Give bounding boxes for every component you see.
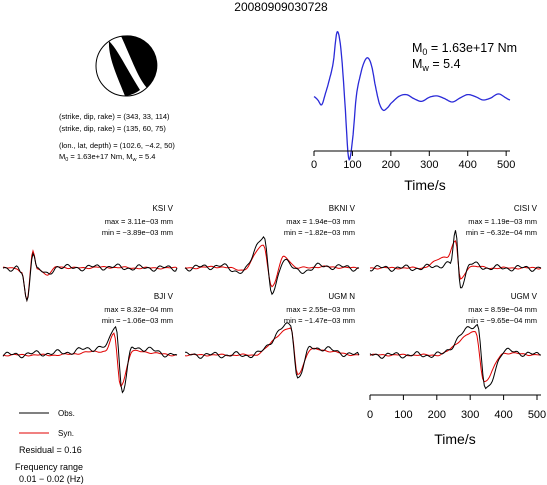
synthetic-trace [184, 244, 360, 288]
station-max-amplitude: max = 8.32e−04 mm [104, 305, 173, 314]
beachball-compressional-quadrant [121, 35, 158, 88]
station-name: CISI V [514, 204, 538, 213]
synthetic-trace [2, 249, 178, 303]
station-name: UGM V [511, 292, 538, 301]
station-min-amplitude: min = −1.47e−03 mm [284, 316, 355, 325]
synthetic-trace [184, 327, 360, 375]
station-max-amplitude: max = 8.59e−04 mm [468, 305, 537, 314]
waveform-panel: KSI V max = 3.11e−03 mm min = −3.89e−03 mm [2, 204, 178, 303]
traces-x-tick-label: 300 [461, 409, 479, 421]
mechanism-location: (lon., lat, depth) = (102.6, −4.2, 50) [59, 141, 175, 150]
station-min-amplitude: min = −6.32e−04 mm [466, 228, 537, 237]
frequency-range-value: 0.01 − 0.02 (Hz) [19, 474, 84, 484]
stf-x-axis-label: Time/s [404, 177, 445, 193]
mechanism-plane-2: (strike, dip, rake) = (135, 60, 75) [59, 124, 166, 133]
station-max-amplitude: max = 1.94e−03 mm [286, 217, 355, 226]
event-title: 20080909030728 [234, 0, 328, 14]
frequency-range-label: Frequency range [15, 462, 83, 472]
traces-x-tick-label: 0 [367, 409, 373, 421]
synthetic-trace [369, 330, 542, 383]
waveform-panel: UGM V max = 8.59e−04 mm min = −9.65e−04 mm [369, 292, 542, 390]
stf-x-tick-label: 300 [420, 159, 438, 171]
traces-x-tick-label: 500 [528, 409, 546, 421]
synthetic-trace [2, 332, 178, 387]
observed-trace [369, 230, 542, 289]
station-name: UGM N [328, 292, 355, 301]
station-min-amplitude: min = −1.82e−03 mm [284, 228, 355, 237]
observed-trace [184, 236, 360, 296]
legend-obs-label: Obs. [58, 409, 75, 418]
waveform-panel: BKNI V max = 1.94e−03 mm min = −1.82e−03 m… [184, 204, 360, 296]
station-name: BKNI V [329, 204, 356, 213]
traces-x-tick-label: 100 [394, 409, 412, 421]
waveform-panels: KSI V max = 3.11e−03 mm min = −3.89e−03 mm… [2, 204, 542, 394]
stf-x-tick-label: 100 [343, 159, 361, 171]
residual-label: Residual = 0.16 [19, 445, 82, 455]
stf-x-tick-label: 0 [311, 159, 317, 171]
stf-x-tick-label: 200 [382, 159, 400, 171]
legend-syn-label: Syn. [58, 429, 74, 438]
traces-x-ticks: 0 100 200 300 400 500 [367, 395, 546, 421]
traces-time-axis: 0 100 200 300 400 500 Time/s [367, 394, 546, 447]
station-name: BJI V [154, 292, 174, 301]
waveform-panel: UGM N max = 2.55e−03 mm min = −1.47e−03 mm [184, 292, 360, 379]
beachball-nodal-fill [108, 41, 140, 96]
traces-x-tick-label: 200 [428, 409, 446, 421]
mechanism-moment: M0 = 1.63e+17 Nm, Mw = 5.4 [59, 152, 155, 163]
station-min-amplitude: min = −1.06e−03 mm [102, 316, 173, 325]
observed-trace [185, 322, 360, 379]
mechanism-plane-1: (strike, dip, rake) = (343, 33, 114) [59, 112, 170, 121]
station-max-amplitude: max = 2.55e−03 mm [286, 305, 355, 314]
stf-x-tick-label: 500 [497, 159, 515, 171]
stf-plot: 0 100 200 300 400 500 Time/s M0 = 1.63e+17 Nm… [311, 30, 517, 193]
station-min-amplitude: min = −9.65e−04 mm [466, 316, 537, 325]
traces-x-axis-label: Time/s [434, 431, 475, 447]
observed-trace [2, 252, 178, 303]
mechanism-info: (strike, dip, rake) = (343, 33, 114) (st… [59, 112, 175, 163]
legend: Obs. Syn. [19, 409, 75, 438]
observed-trace [2, 325, 178, 394]
station-max-amplitude: max = 1.19e−03 mm [468, 217, 537, 226]
station-min-amplitude: min = −3.89e−03 mm [102, 228, 173, 237]
synthetic-trace [369, 240, 542, 280]
stf-x-tick-label: 400 [459, 159, 477, 171]
stf-magnitude-label: Mw = 5.4 [412, 57, 461, 73]
observed-trace [369, 323, 542, 390]
station-name: KSI V [153, 204, 174, 213]
station-max-amplitude: max = 3.11e−03 mm [105, 217, 173, 226]
stf-curve [313, 30, 511, 161]
waveform-panel: CISI V max = 1.19e−03 mm min = −6.32e−04 m… [369, 204, 542, 289]
beachball [95, 35, 158, 97]
waveform-panel: BJI V max = 8.32e−04 mm min = −1.06e−03 mm [2, 292, 178, 394]
stf-x-ticks: 0 100 200 300 400 500 [311, 151, 515, 171]
traces-x-tick-label: 400 [494, 409, 512, 421]
stf-moment-label: M0 = 1.63e+17 Nm [412, 41, 517, 57]
